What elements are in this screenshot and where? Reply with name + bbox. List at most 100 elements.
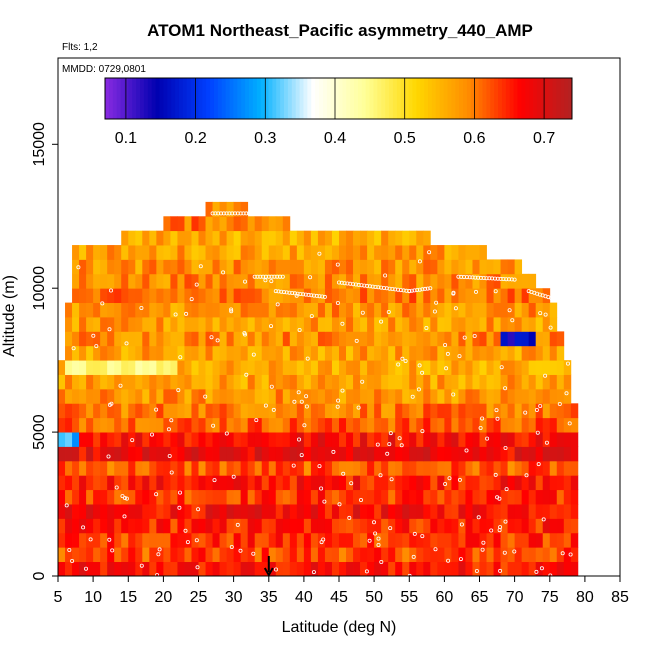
heatmap-cell	[191, 504, 199, 519]
heatmap-cell	[177, 374, 185, 390]
heatmap-cell	[367, 360, 375, 375]
heatmap-cell	[191, 446, 199, 462]
heatmap-cell	[219, 518, 227, 534]
heatmap-cell	[184, 317, 192, 332]
heatmap-cell	[395, 504, 403, 519]
heatmap-cell	[135, 388, 143, 404]
sample-dot	[493, 289, 498, 294]
sample-dot	[459, 522, 464, 527]
heatmap-cell	[156, 432, 164, 447]
heatmap-cell	[226, 288, 235, 304]
heatmap-cell	[388, 288, 396, 304]
heatmap-cell	[339, 460, 347, 476]
heatmap-cell	[205, 504, 213, 519]
heatmap-cell	[409, 547, 417, 563]
heatmap-cell	[268, 547, 277, 563]
sample-dot	[311, 570, 316, 575]
heatmap-cell	[86, 504, 94, 519]
sample-dot	[276, 289, 281, 294]
heatmap-cell	[324, 403, 333, 419]
heatmap-cell	[331, 245, 340, 260]
heatmap-cell	[521, 504, 530, 519]
heatmap-cell	[240, 374, 249, 390]
heatmap-cell	[486, 547, 494, 563]
heatmap-cell	[163, 561, 171, 577]
heatmap-cell	[65, 460, 73, 476]
heatmap-cell	[79, 273, 87, 289]
colorbar-swatch	[124, 78, 129, 119]
heatmap-cell	[142, 460, 150, 476]
heatmap-cell	[514, 561, 523, 577]
heatmap-cell	[514, 374, 523, 390]
heatmap-cell	[416, 374, 424, 390]
sample-dot	[427, 250, 432, 255]
heatmap-cell	[205, 432, 213, 447]
heatmap-cell	[331, 547, 340, 563]
heatmap-cell	[507, 331, 516, 347]
sample-dot	[473, 289, 478, 294]
heatmap-cell	[184, 432, 192, 447]
heatmap-cell	[324, 432, 333, 447]
sample-dot	[335, 404, 340, 409]
heatmap-cell	[240, 518, 249, 534]
heatmap-cell	[437, 331, 445, 347]
heatmap-cell	[458, 432, 466, 447]
heatmap-cell	[226, 245, 235, 260]
sample-dot	[215, 338, 220, 343]
heatmap-cell	[107, 388, 115, 404]
heatmap-cell	[465, 475, 473, 491]
heatmap-cell	[444, 460, 452, 476]
heatmap-cell	[381, 547, 389, 563]
heatmap-cell	[402, 446, 410, 462]
heatmap-cell	[360, 259, 368, 275]
heatmap-cell	[184, 216, 192, 232]
heatmap-cell	[339, 345, 347, 361]
heatmap-cell	[542, 561, 551, 577]
colorbar-swatch	[167, 78, 172, 119]
heatmap-cell	[163, 374, 171, 390]
heatmap-cell	[135, 245, 143, 260]
heatmap-cell	[570, 532, 579, 548]
heatmap-cell	[388, 259, 396, 275]
heatmap-cell	[121, 388, 129, 404]
heatmap-cell	[86, 460, 94, 476]
heatmap-cell	[353, 403, 361, 419]
heatmap-cell	[128, 460, 136, 476]
heatmap-cell	[247, 460, 256, 476]
sample-dot	[336, 398, 341, 403]
heatmap-cell	[114, 302, 122, 318]
heatmap-cell	[65, 504, 73, 519]
heatmap-cell	[233, 561, 242, 577]
x-tick-label: 10	[84, 589, 102, 606]
heatmap-cell	[388, 547, 396, 563]
heatmap-cell	[317, 561, 326, 577]
sample-dot	[242, 279, 247, 284]
heatmap-cell	[142, 432, 150, 447]
sample-dot	[64, 503, 69, 508]
heatmap-cell	[381, 245, 389, 260]
colorbar-swatch	[116, 78, 122, 119]
heatmap-cell	[184, 475, 192, 491]
heatmap-cell	[226, 317, 235, 332]
heatmap-cell	[121, 518, 129, 534]
heatmap-cell	[100, 460, 108, 476]
heatmap-cell	[233, 475, 242, 491]
heatmap-cell	[423, 259, 431, 275]
sample-dot	[76, 265, 81, 270]
heatmap-cell	[296, 245, 305, 260]
heatmap-cell	[296, 403, 305, 419]
heatmap-cell	[331, 230, 340, 246]
heatmap-cell	[514, 518, 523, 534]
heatmap-cell	[268, 446, 277, 462]
heatmap-cell	[289, 230, 298, 246]
heatmap-cell	[528, 388, 537, 404]
heatmap-cell	[100, 403, 108, 419]
heatmap-cell	[381, 475, 389, 491]
heatmap-cell	[570, 504, 579, 519]
heatmap-cell	[465, 446, 473, 462]
heatmap-cell	[381, 331, 389, 347]
heatmap-cell	[535, 446, 544, 462]
heatmap-cell	[542, 518, 551, 534]
heatmap-cell	[198, 302, 206, 318]
heatmap-cell	[219, 532, 227, 548]
